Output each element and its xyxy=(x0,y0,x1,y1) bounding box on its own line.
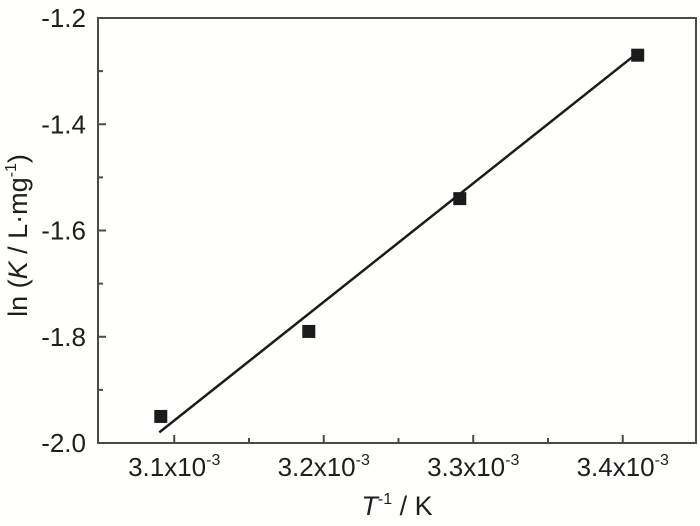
y-tick-label: -1.4 xyxy=(41,109,86,139)
data-point-marker xyxy=(302,324,316,338)
data-point-marker xyxy=(631,48,645,62)
y-tick-label: -1.8 xyxy=(41,322,86,352)
y-tick-label: -1.2 xyxy=(41,3,86,33)
y-tick-label: -2.0 xyxy=(41,428,86,458)
x-axis-label: T-1 / K xyxy=(361,491,432,521)
y-axis-label: ln (K / L·mg-1) xyxy=(3,154,33,317)
data-point-marker xyxy=(453,192,467,206)
x-tick-label: 3.2x10-3 xyxy=(278,452,370,482)
x-tick-label: 3.4x10-3 xyxy=(577,452,669,482)
x-tick-label: 3.3x10-3 xyxy=(427,452,519,482)
data-point-marker xyxy=(154,409,168,423)
fit-line xyxy=(158,54,636,434)
plot-frame xyxy=(97,17,697,444)
y-tick-label: -1.6 xyxy=(41,216,86,246)
x-tick-label: 3.1x10-3 xyxy=(128,452,220,482)
